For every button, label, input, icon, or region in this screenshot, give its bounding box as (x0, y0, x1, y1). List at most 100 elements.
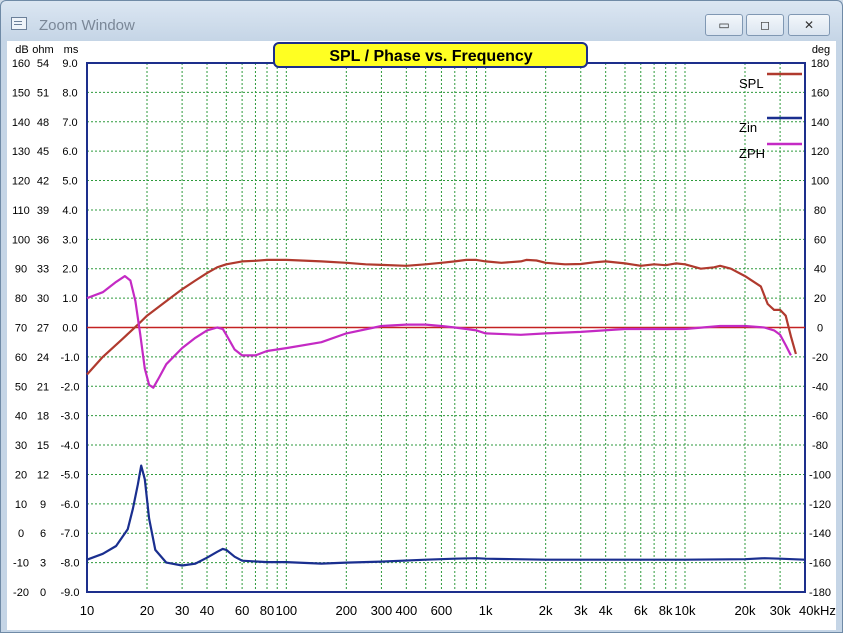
x-tick-label: 4k (599, 603, 613, 618)
y-tick-label-deg: 140 (811, 117, 829, 129)
y-tick-label-ohm: 27 (37, 323, 49, 335)
y-tick-label-ohm: 6 (40, 528, 46, 540)
y-tick-label-ohm: 9 (40, 499, 46, 511)
y-tick-label-ms: -3.0 (61, 411, 80, 423)
y-tick-label-deg: 60 (814, 234, 826, 246)
x-tick-label: 80 (260, 603, 274, 618)
x-tick-label: 30 (175, 603, 189, 618)
chart-title: SPL / Phase vs. Frequency (329, 48, 532, 65)
y-tick-label-ohm: 21 (37, 381, 49, 393)
y-tick-label-ms: -5.0 (61, 469, 80, 481)
x-tick-label: 10k (675, 603, 696, 618)
y-tick-label-dB: 140 (12, 117, 30, 129)
x-tick-label: 40kHz (799, 603, 836, 618)
y-tick-label-ms: 5.0 (62, 176, 77, 188)
y-tick-label-ohm: 18 (37, 411, 49, 423)
legend-label-zin: Zin (739, 120, 757, 135)
y-tick-label-ohm: 48 (37, 117, 49, 129)
y-tick-label-dB: 100 (12, 234, 30, 246)
x-tick-label: 20k (735, 603, 756, 618)
y-tick-label-dB: -20 (13, 587, 29, 599)
axis-unit-ohm: ohm (32, 44, 53, 56)
y-tick-label-ms: 0.0 (62, 323, 77, 335)
x-tick-label: 100 (275, 603, 297, 618)
y-tick-label-dB: 30 (15, 440, 27, 452)
y-tick-label-deg: -160 (809, 558, 831, 570)
y-tick-label-ohm: 0 (40, 587, 46, 599)
y-tick-label-dB: 120 (12, 176, 30, 188)
y-tick-label-dB: 10 (15, 499, 27, 511)
x-tick-label: 10 (80, 603, 94, 618)
y-tick-label-ms: 6.0 (62, 146, 77, 158)
y-tick-label-deg: 180 (811, 58, 829, 70)
x-tick-label: 3k (574, 603, 588, 618)
y-tick-label-ohm: 3 (40, 558, 46, 570)
y-tick-label-deg: -180 (809, 587, 831, 599)
y-tick-label-ms: 3.0 (62, 234, 77, 246)
y-tick-label-ohm: 42 (37, 176, 49, 188)
y-tick-label-dB: 70 (15, 323, 27, 335)
y-tick-label-ms: -2.0 (61, 381, 80, 393)
window-title: Zoom Window (39, 17, 135, 34)
y-tick-label-ms: 1.0 (62, 293, 77, 305)
x-tick-label: 30k (770, 603, 791, 618)
maximize-button[interactable]: ◻ (746, 14, 784, 36)
y-tick-label-deg: -140 (809, 528, 831, 540)
y-tick-label-dB: 160 (12, 58, 30, 70)
y-tick-label-deg: -100 (809, 469, 831, 481)
x-tick-label: 40 (200, 603, 214, 618)
y-tick-label-ohm: 30 (37, 293, 49, 305)
axis-unit-deg: deg (812, 44, 830, 56)
y-tick-label-ohm: 39 (37, 205, 49, 217)
y-tick-label-deg: 80 (814, 205, 826, 217)
y-tick-label-deg: -40 (812, 381, 828, 393)
y-tick-label-ohm: 24 (37, 352, 49, 364)
y-tick-label-dB: 40 (15, 411, 27, 423)
x-tick-label: 200 (335, 603, 357, 618)
y-tick-label-deg: -60 (812, 411, 828, 423)
y-tick-label-deg: 100 (811, 176, 829, 188)
y-tick-label-ms: -8.0 (61, 558, 80, 570)
y-tick-label-dB: -10 (13, 558, 29, 570)
title-bar[interactable]: Zoom Window ▭ ◻ ✕ (1, 1, 842, 36)
y-tick-label-ms: 4.0 (62, 205, 77, 217)
y-tick-label-deg: -120 (809, 499, 831, 511)
x-tick-label: 2k (539, 603, 553, 618)
y-tick-label-deg: -80 (812, 440, 828, 452)
y-tick-label-ms: 2.0 (62, 264, 77, 276)
y-tick-label-dB: 110 (12, 205, 30, 217)
y-tick-label-ohm: 36 (37, 234, 49, 246)
x-tick-label: 6k (634, 603, 648, 618)
window-icon (11, 17, 27, 30)
y-tick-label-ms: -1.0 (61, 352, 80, 364)
y-tick-label-deg: -20 (812, 352, 828, 364)
series-line-zph (86, 275, 792, 389)
y-tick-label-ohm: 12 (37, 469, 49, 481)
y-tick-label-ms: -4.0 (61, 440, 80, 452)
y-tick-label-dB: 90 (15, 264, 27, 276)
y-tick-label-dB: 130 (12, 146, 30, 158)
y-tick-label-deg: 0 (817, 323, 823, 335)
y-tick-label-ms: 7.0 (62, 117, 77, 129)
y-tick-label-ohm: 45 (37, 146, 49, 158)
y-tick-label-dB: 60 (15, 352, 27, 364)
close-button[interactable]: ✕ (788, 14, 830, 36)
axis-unit-dB: dB (15, 44, 28, 56)
y-tick-label-ohm: 54 (37, 58, 49, 70)
minimize-button[interactable]: ▭ (705, 14, 743, 36)
y-tick-label-deg: 160 (811, 87, 829, 99)
y-tick-label-ms: -6.0 (61, 499, 80, 511)
y-tick-label-ohm: 15 (37, 440, 49, 452)
y-tick-label-ms: -9.0 (61, 587, 80, 599)
x-tick-label: 1k (479, 603, 493, 618)
chart-title-box (273, 42, 588, 68)
axis-unit-ms: ms (64, 44, 79, 56)
legend-label-zph: ZPH (739, 146, 765, 161)
y-tick-label-dB: 150 (12, 87, 30, 99)
series-line-zin (86, 464, 806, 567)
x-tick-label: 400 (395, 603, 417, 618)
y-tick-label-ohm: 51 (37, 87, 49, 99)
x-tick-label: 8k (659, 603, 673, 618)
